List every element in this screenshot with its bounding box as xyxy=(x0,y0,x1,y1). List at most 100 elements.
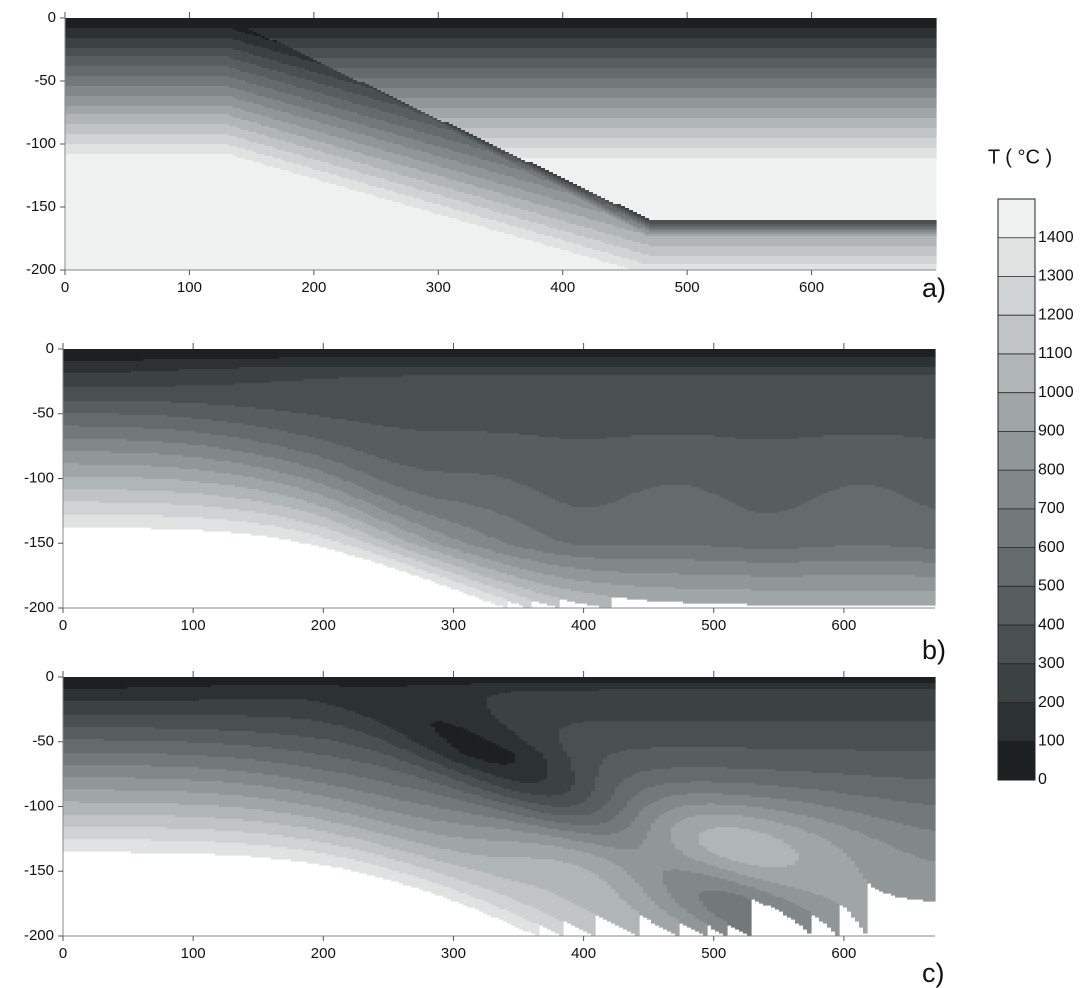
contour-band xyxy=(345,76,350,83)
contour-band xyxy=(505,166,510,177)
contour-band xyxy=(217,124,222,135)
contour-band xyxy=(813,118,818,129)
contour-band xyxy=(897,88,902,99)
contour-band xyxy=(121,114,126,125)
contour-band xyxy=(809,48,814,59)
contour-band xyxy=(757,138,762,149)
contour-band xyxy=(357,152,362,163)
contour-band xyxy=(193,154,198,271)
contour-band xyxy=(229,136,234,147)
contour-band xyxy=(893,230,898,233)
contour-band xyxy=(317,74,322,85)
contour-band xyxy=(593,200,598,203)
contour-band xyxy=(913,98,918,109)
contour-band xyxy=(525,158,530,163)
contour-band xyxy=(609,210,614,213)
contour-band xyxy=(505,224,510,235)
contour-band xyxy=(245,120,250,131)
contour-band xyxy=(445,48,450,59)
contour-band xyxy=(577,188,582,191)
contour-band xyxy=(681,264,686,271)
contour-band xyxy=(769,128,774,139)
contour-band xyxy=(557,182,562,185)
contour-band xyxy=(75,373,80,388)
contour-band xyxy=(749,78,754,89)
contour-band xyxy=(737,232,742,235)
contour-band xyxy=(933,234,937,237)
contour-band xyxy=(305,118,310,129)
contour-band xyxy=(329,154,334,165)
contour-band xyxy=(761,48,766,59)
contour-band xyxy=(273,168,278,271)
contour-band xyxy=(129,144,134,155)
contour-band xyxy=(89,106,94,115)
contour-band xyxy=(785,236,790,247)
contour-band xyxy=(441,108,446,119)
contour-band xyxy=(63,451,68,464)
contour-band xyxy=(801,148,806,159)
contour-band xyxy=(89,76,94,87)
contour-band xyxy=(753,232,758,235)
contour-band xyxy=(337,128,342,139)
contour-band xyxy=(329,76,334,87)
contour-band xyxy=(529,148,534,159)
contour-band xyxy=(301,18,306,29)
contour-band xyxy=(337,108,342,119)
contour-band xyxy=(553,228,558,239)
contour-band xyxy=(697,224,702,227)
contour-band xyxy=(929,264,934,271)
contour-band xyxy=(265,40,270,49)
contour-band xyxy=(741,118,746,129)
contour-band xyxy=(517,218,522,229)
contour-band xyxy=(245,102,250,113)
contour-band xyxy=(701,226,706,229)
contour-band xyxy=(561,188,566,193)
contour-band xyxy=(781,78,786,89)
contour-band xyxy=(185,154,190,271)
contour-band xyxy=(633,88,638,99)
contour-band xyxy=(185,96,190,107)
contour-band xyxy=(177,86,182,97)
contour-band xyxy=(441,128,446,139)
contour-band xyxy=(301,118,306,129)
contour-band xyxy=(365,28,370,39)
contour-band xyxy=(129,56,134,67)
contour-band xyxy=(313,60,318,63)
contour-band xyxy=(67,349,72,362)
contour-band xyxy=(457,88,462,99)
contour-band xyxy=(393,100,398,105)
contour-band xyxy=(733,98,738,109)
contour-band xyxy=(497,174,502,185)
contour-band xyxy=(325,162,330,173)
contour-band xyxy=(437,48,442,59)
contour-band xyxy=(117,154,122,271)
contour-band xyxy=(657,118,662,129)
contour-band xyxy=(265,18,270,29)
contour-band xyxy=(793,226,798,229)
contour-band xyxy=(617,48,622,59)
contour-band xyxy=(661,226,666,229)
contour-band xyxy=(377,90,382,93)
contour-band xyxy=(785,138,790,149)
contour-band xyxy=(693,28,698,39)
contour-band xyxy=(901,256,906,265)
contour-band xyxy=(677,28,682,39)
contour-band xyxy=(233,68,238,79)
contour-band xyxy=(861,48,866,59)
contour-band xyxy=(605,224,610,235)
contour-band xyxy=(877,18,882,29)
contour-band xyxy=(533,58,538,69)
contour-band xyxy=(617,204,622,207)
contour-band xyxy=(737,108,742,119)
contour-band xyxy=(441,48,446,59)
contour-band xyxy=(765,138,770,149)
contour-band xyxy=(117,86,122,97)
contour-band xyxy=(689,28,694,39)
contour-band xyxy=(533,222,538,233)
contour-band xyxy=(913,230,918,233)
contour-band xyxy=(509,206,514,217)
contour-band xyxy=(369,136,374,147)
contour-band xyxy=(317,170,322,181)
contour-band xyxy=(521,168,526,171)
contour-band xyxy=(345,120,350,131)
